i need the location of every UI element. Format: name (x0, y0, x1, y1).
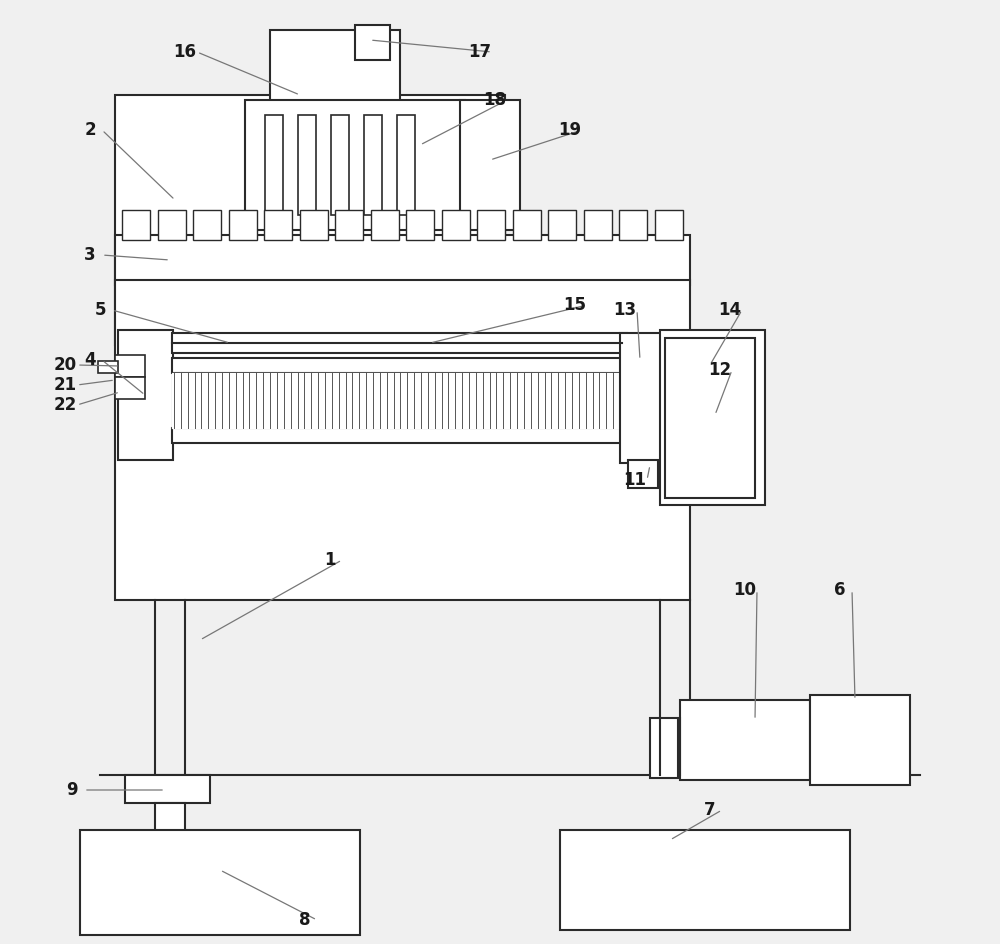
Bar (270, 30, 400, 160)
Bar (660, 330, 765, 505)
Bar (245, 100, 465, 230)
Bar (155, 803, 185, 831)
Text: 2: 2 (84, 121, 96, 139)
Bar (397, 115, 415, 215)
Bar (513, 210, 541, 240)
Bar (98, 361, 118, 373)
Text: 6: 6 (834, 581, 846, 599)
Text: 12: 12 (708, 361, 732, 379)
Text: 16: 16 (174, 43, 196, 61)
Bar (115, 355, 145, 377)
Text: 8: 8 (299, 911, 311, 929)
Bar (80, 830, 360, 935)
Bar (158, 210, 186, 240)
Text: 17: 17 (468, 43, 492, 61)
Text: 18: 18 (484, 91, 507, 109)
Text: 3: 3 (84, 246, 96, 264)
Bar (298, 115, 316, 215)
Text: 4: 4 (84, 351, 96, 369)
Bar (115, 235, 690, 285)
Bar (115, 377, 145, 399)
Bar (264, 210, 292, 240)
Bar (229, 210, 257, 240)
Bar (406, 210, 434, 240)
Text: 14: 14 (718, 301, 742, 319)
Bar (619, 210, 647, 240)
Bar (193, 210, 221, 240)
Text: 7: 7 (704, 801, 716, 819)
Bar (442, 210, 470, 240)
Bar (335, 210, 363, 240)
Bar (265, 115, 283, 215)
Bar (548, 210, 576, 240)
Bar (650, 718, 678, 778)
Bar (172, 358, 622, 373)
Bar (125, 775, 210, 803)
Bar (628, 460, 658, 488)
Bar (680, 700, 810, 780)
Text: 20: 20 (53, 356, 77, 374)
Bar (172, 333, 627, 353)
Bar (115, 95, 505, 345)
Text: 11: 11 (624, 471, 646, 489)
Bar (655, 210, 683, 240)
Text: 10: 10 (734, 581, 757, 599)
Bar (620, 333, 665, 463)
Bar (477, 210, 505, 240)
Bar (331, 115, 349, 215)
Bar (122, 210, 150, 240)
Bar (300, 210, 328, 240)
Bar (364, 115, 382, 215)
Bar (172, 428, 622, 443)
Text: 5: 5 (94, 301, 106, 319)
Polygon shape (172, 373, 622, 428)
Bar (371, 210, 399, 240)
Text: 1: 1 (324, 551, 336, 569)
Bar (118, 330, 173, 460)
Bar (460, 100, 520, 230)
Bar (355, 25, 390, 60)
Text: 22: 22 (53, 396, 77, 414)
Bar (115, 280, 690, 600)
Text: 13: 13 (613, 301, 637, 319)
Bar (810, 695, 910, 785)
Bar (584, 210, 612, 240)
Bar (560, 830, 850, 930)
Text: 9: 9 (66, 781, 78, 799)
Text: 19: 19 (558, 121, 582, 139)
Text: 15: 15 (564, 296, 586, 314)
Text: 21: 21 (53, 376, 77, 394)
Bar (665, 338, 755, 498)
